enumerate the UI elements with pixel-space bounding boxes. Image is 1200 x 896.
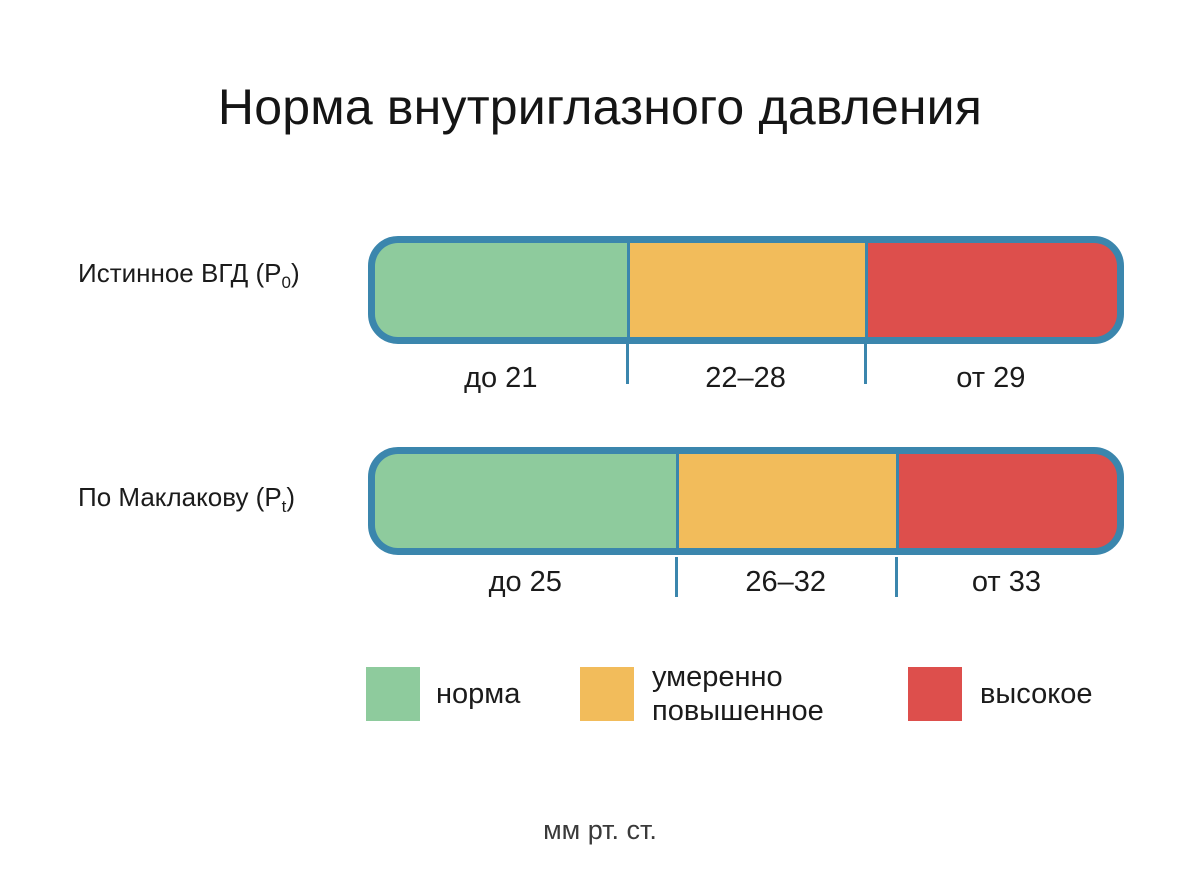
legend-label-line: повышенное xyxy=(652,695,824,727)
bar-segment-normal xyxy=(375,243,627,337)
unit-label: мм рт. ст. xyxy=(543,815,657,845)
legend-label-line: норма xyxy=(436,678,521,710)
boundary-tick xyxy=(863,344,867,384)
range-label-moderate: 26–32 xyxy=(745,566,826,598)
row-label-subscript: t xyxy=(281,497,287,516)
legend-label-high: высокое xyxy=(980,677,1092,711)
range-bar-maklakov xyxy=(368,447,1124,555)
range-bar-true-iop xyxy=(368,236,1124,344)
legend-label-moderate: умеренно повышенное xyxy=(652,660,824,728)
bar-segment-high xyxy=(864,243,1117,337)
bar-segment-moderate xyxy=(626,243,865,337)
row-label-end: ) xyxy=(290,258,300,288)
range-label-high: от 33 xyxy=(971,566,1041,598)
row-label-true-iop: Истинное ВГД (P0) xyxy=(78,258,300,292)
legend-label-line: высокое xyxy=(980,678,1093,710)
bar-segment-high xyxy=(895,454,1117,548)
range-label-high: от 29 xyxy=(956,362,1026,394)
boundary-tick xyxy=(894,557,898,597)
range-label-moderate: 22–28 xyxy=(705,362,786,394)
legend-swatch-high xyxy=(908,667,962,721)
row-label-subscript: 0 xyxy=(281,273,291,292)
row-label-maklakov: По Маклакову (Pt) xyxy=(78,482,296,516)
legend-swatch-normal xyxy=(366,667,420,721)
legend-label-line: умеренно xyxy=(652,661,783,693)
boundary-tick xyxy=(674,557,678,597)
row-label-end: ) xyxy=(286,482,296,512)
row-label-main: По Маклакову (P xyxy=(78,482,282,512)
diagram-title: Норма внутриглазного давления xyxy=(217,79,983,135)
row-label-main: Истинное ВГД (P xyxy=(78,258,282,288)
bar-segment-moderate xyxy=(675,454,896,548)
range-label-normal: до 25 xyxy=(488,566,562,598)
range-label-normal: до 21 xyxy=(464,362,538,394)
boundary-tick xyxy=(625,344,629,384)
legend-swatch-moderate xyxy=(580,667,634,721)
legend-label-normal: норма xyxy=(436,677,520,711)
bar-segment-normal xyxy=(375,454,676,548)
